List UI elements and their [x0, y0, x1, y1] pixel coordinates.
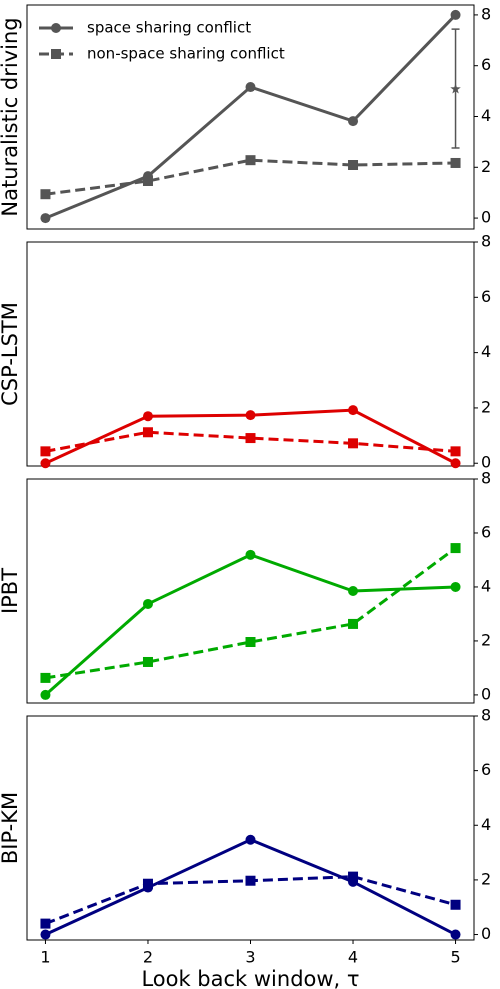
- y-tick-label: 6: [481, 760, 491, 779]
- x-tick-label: 3: [245, 948, 255, 967]
- y-tick-label: 8: [481, 4, 491, 23]
- marker: [142, 878, 153, 889]
- marker: [348, 160, 359, 170]
- y-tick-label: 6: [481, 55, 491, 74]
- y-tick-label: 0: [481, 684, 491, 703]
- marker: [245, 82, 256, 93]
- legend-marker: [51, 49, 61, 59]
- y-tick-label: 4: [481, 106, 491, 125]
- marker: [245, 637, 256, 648]
- marker: [40, 446, 51, 457]
- series-line: [44, 838, 457, 936]
- plot-frame: [26, 4, 475, 230]
- y-tick-label: 0: [481, 924, 491, 943]
- marker: [348, 586, 359, 596]
- marker: [245, 433, 256, 444]
- marker: [142, 176, 153, 186]
- x-axis-label: Look back window, τ: [141, 967, 359, 989]
- y-tick-label: 6: [481, 522, 491, 541]
- marker: [245, 155, 256, 166]
- marker: [142, 411, 153, 422]
- marker: [450, 543, 461, 554]
- x-tick-label: 2: [143, 948, 153, 967]
- series-line: [45, 158, 456, 196]
- y-tick-label: 2: [481, 157, 491, 176]
- legend-label: non-space sharing conflict: [87, 45, 285, 63]
- marker: [40, 189, 51, 200]
- marker: [245, 549, 256, 560]
- series-line: [45, 546, 457, 680]
- y-tick-label: 4: [481, 342, 491, 361]
- marker: [40, 213, 51, 224]
- marker: [40, 458, 51, 469]
- y-tick-label: 2: [481, 397, 491, 416]
- y-axis-label: IPBT: [0, 568, 22, 614]
- marker: [40, 689, 51, 700]
- x-tick-label: 4: [348, 948, 358, 967]
- marker: [450, 157, 461, 168]
- error-center: [450, 83, 461, 94]
- marker: [450, 458, 461, 469]
- marker: [245, 834, 256, 845]
- marker: [348, 438, 359, 449]
- y-tick-label: 8: [481, 469, 491, 488]
- legend-marker: [51, 23, 61, 33]
- marker: [40, 918, 51, 929]
- marker: [40, 929, 51, 940]
- y-tick-label: 8: [481, 232, 491, 251]
- marker: [450, 446, 461, 457]
- y-axis-label: CSP-LSTM: [0, 302, 22, 406]
- marker: [450, 581, 461, 592]
- y-tick-label: 2: [481, 630, 491, 649]
- marker: [348, 116, 359, 127]
- y-tick-label: 0: [481, 453, 491, 472]
- legend-label: space sharing conflict: [87, 19, 251, 37]
- y-tick-label: 4: [481, 815, 491, 834]
- marker: [348, 618, 359, 629]
- marker: [450, 929, 461, 940]
- marker: [142, 598, 153, 609]
- series-line: [45, 430, 456, 453]
- marker: [450, 9, 461, 20]
- y-tick-label: 0: [481, 208, 491, 227]
- marker: [142, 656, 153, 667]
- marker: [450, 899, 461, 910]
- y-axis-label: BIP-KM: [0, 792, 22, 864]
- y-tick-label: 8: [481, 706, 491, 725]
- y-axis-label: Naturalistic driving: [0, 17, 22, 216]
- y-tick-label: 4: [481, 576, 491, 595]
- y-tick-label: 6: [481, 287, 491, 306]
- marker: [245, 875, 256, 886]
- marker: [348, 871, 359, 882]
- series-line: [44, 553, 456, 697]
- x-tick-label: 5: [450, 948, 460, 967]
- x-tick-label: 1: [40, 948, 50, 967]
- marker: [348, 405, 359, 416]
- plot-frame: [26, 478, 475, 704]
- marker: [142, 427, 153, 438]
- plot-frame: [26, 241, 475, 467]
- y-tick-label: 2: [481, 869, 491, 888]
- marker: [245, 410, 256, 421]
- marker: [40, 672, 51, 683]
- plot-frame: [26, 715, 475, 941]
